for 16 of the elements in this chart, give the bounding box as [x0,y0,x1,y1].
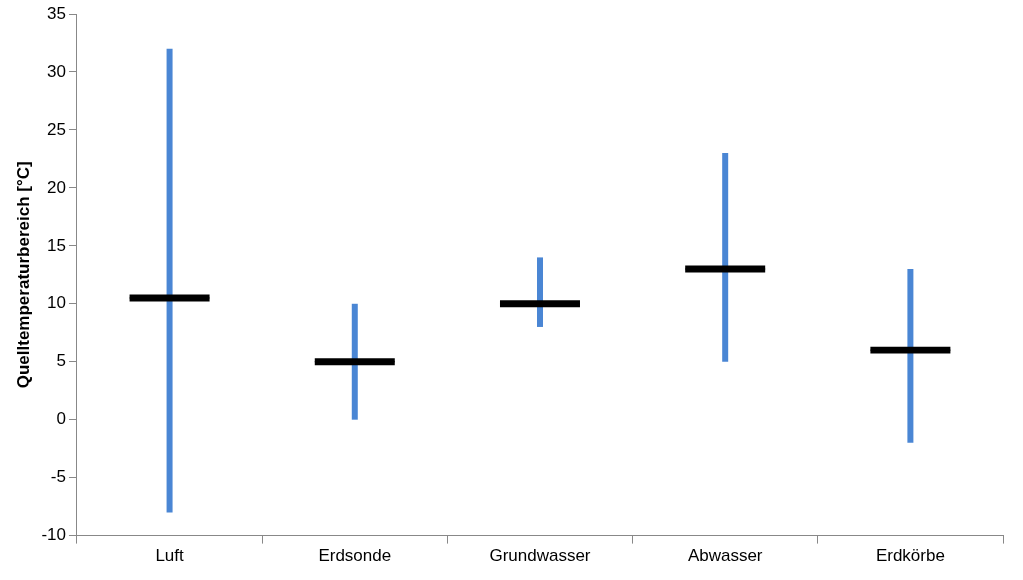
x-tick-label: Erdsonde [318,546,392,566]
y-tick-label: 35 [47,3,66,23]
y-tick-label: -5 [50,467,66,487]
y-tick-label: 15 [47,235,66,255]
y-tick-label: 25 [47,119,66,139]
x-tick-label: Luft [155,546,185,566]
y-tick-label: 30 [47,61,66,81]
x-tick-label: Grundwasser [489,546,591,566]
y-tick-label: 20 [47,177,66,197]
y-tick-label: 5 [56,351,66,371]
y-tick-label: 10 [47,293,66,313]
y-tick-label: -10 [41,525,66,545]
y-axis-title: Quelltemperaturbereich [°C] [13,161,33,389]
x-tick-label: Erdkörbe [875,546,945,566]
y-tick-label: 0 [56,409,66,429]
x-tick-label: Abwasser [687,546,763,566]
